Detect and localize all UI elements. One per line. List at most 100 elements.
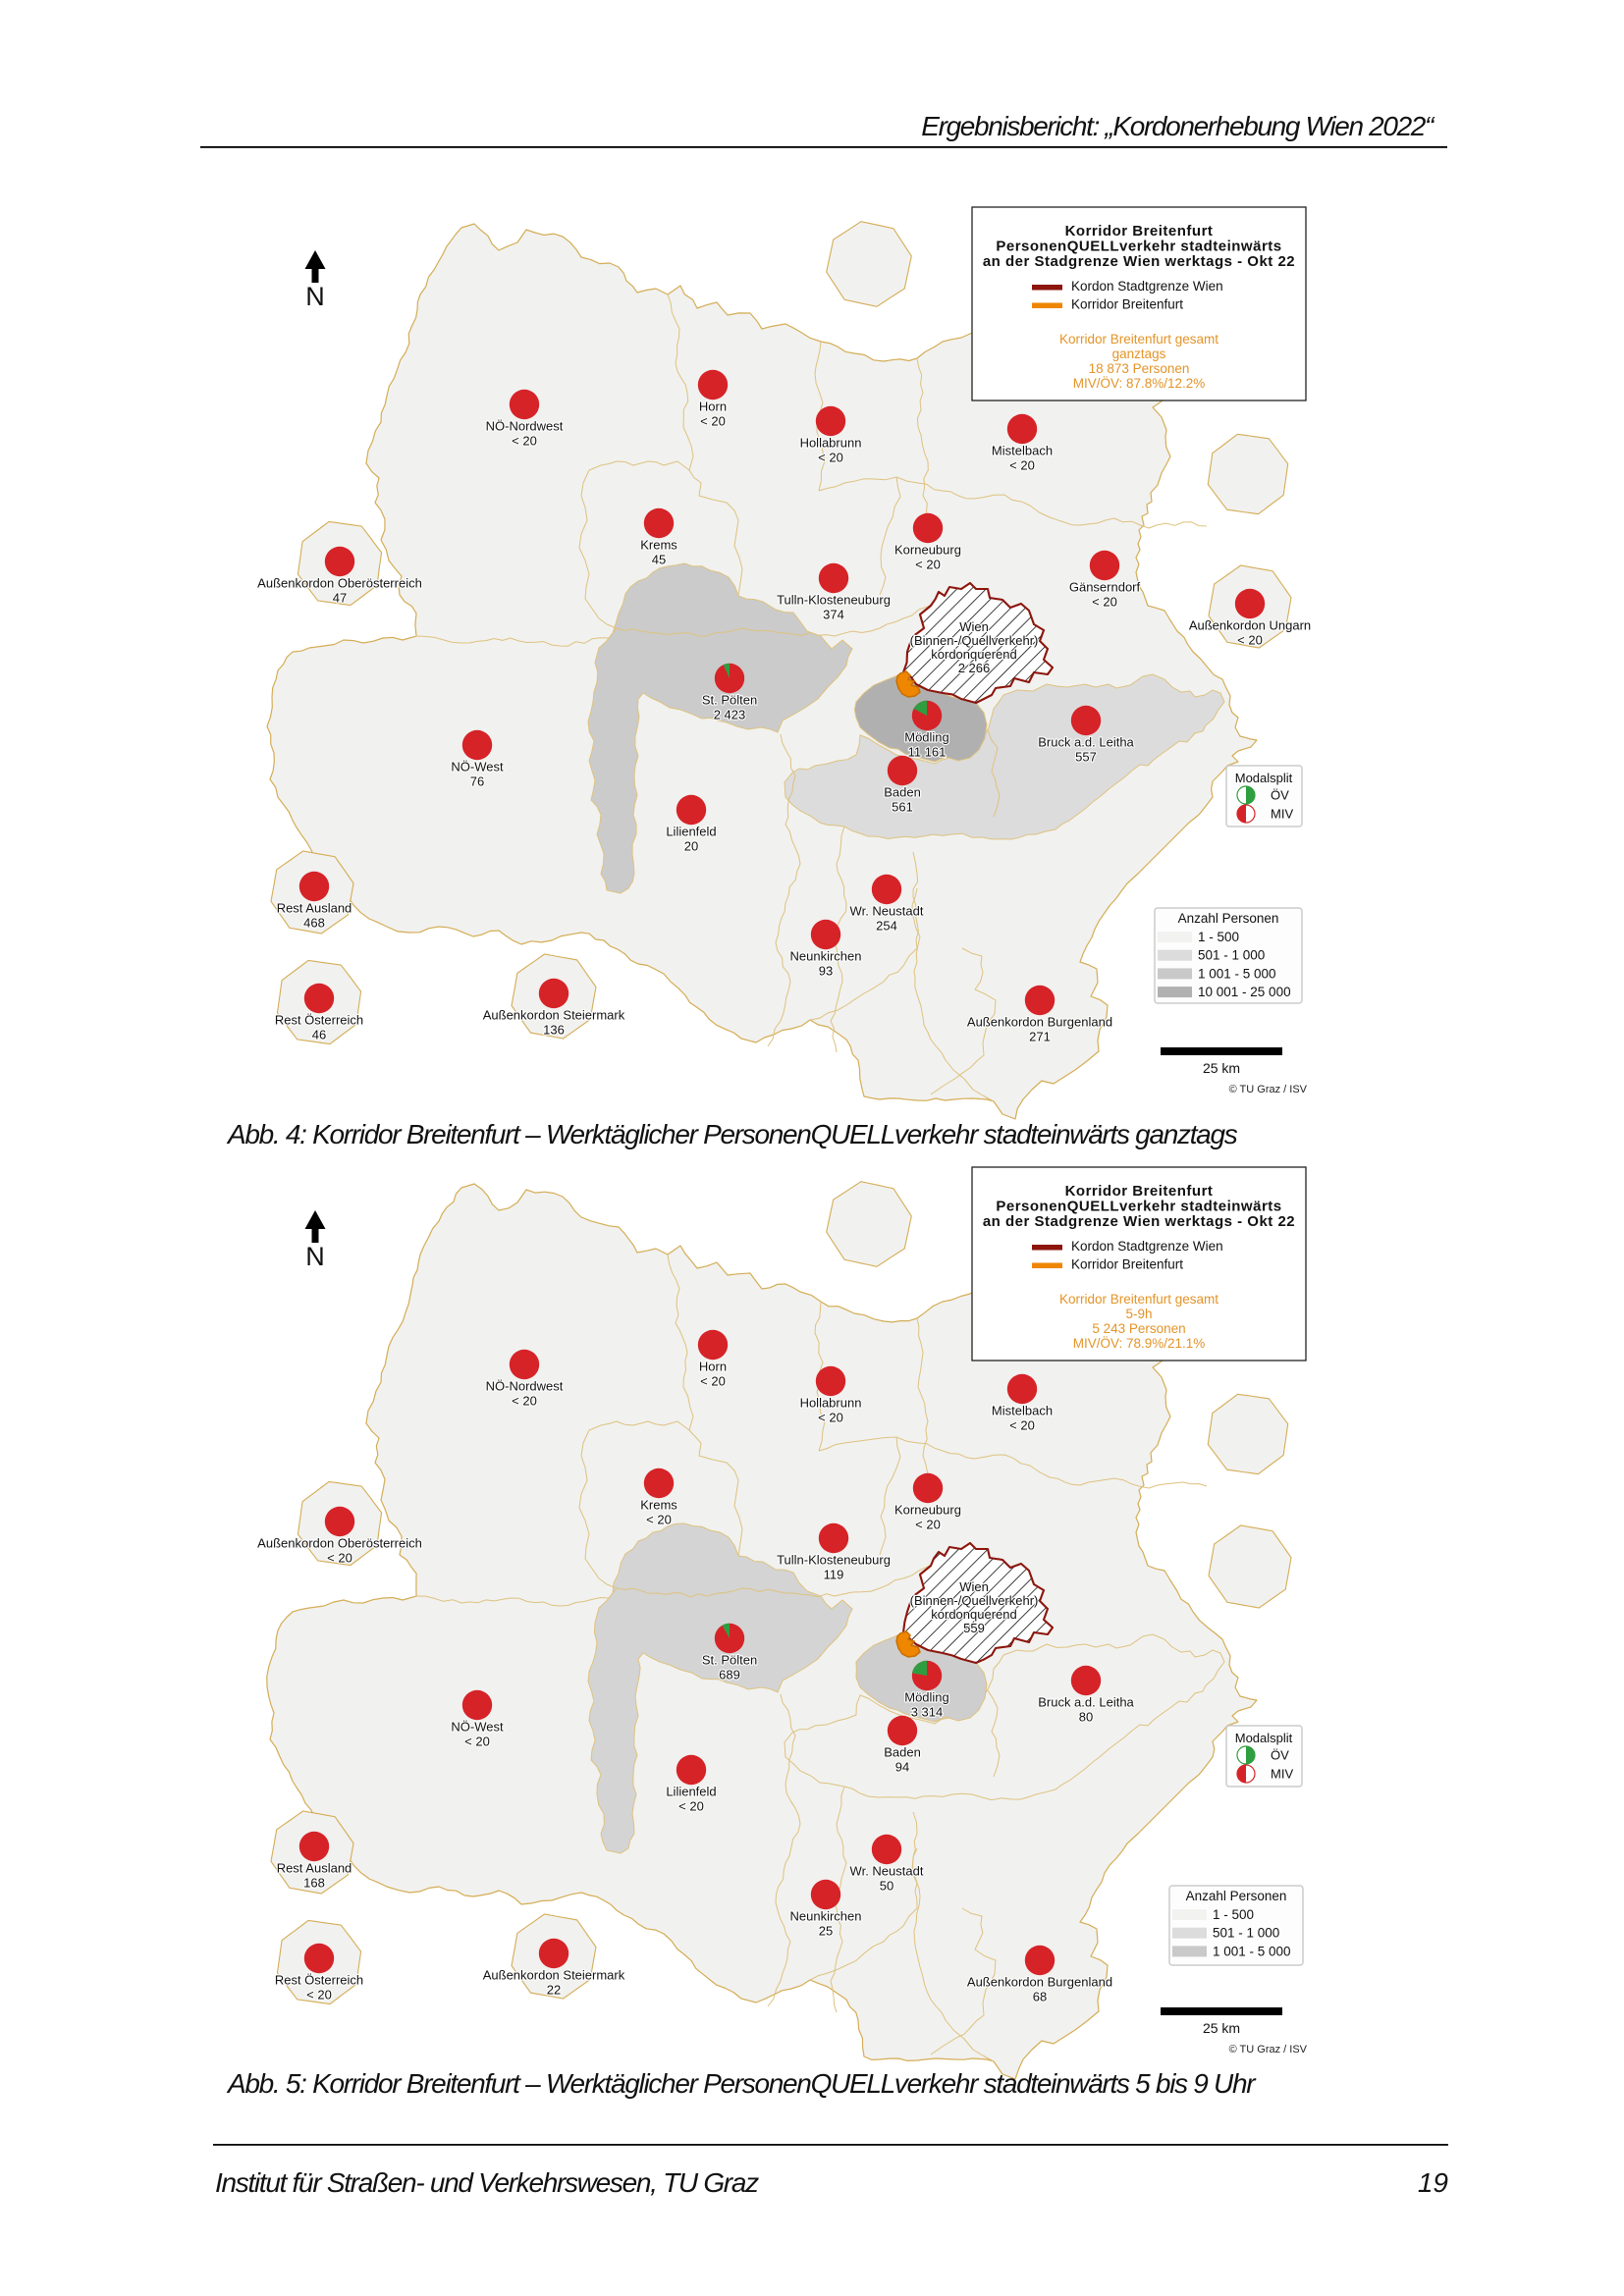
- svg-text:47: 47: [333, 591, 347, 606]
- svg-text:N: N: [305, 1242, 325, 1271]
- svg-text:1 001 - 5 000: 1 001 - 5 000: [1213, 1944, 1291, 1958]
- svg-text:25 km: 25 km: [1203, 1060, 1240, 1076]
- svg-text:1 001 - 5 000: 1 001 - 5 000: [1198, 966, 1276, 981]
- svg-text:Korridor Breitenfurt: Korridor Breitenfurt: [1071, 297, 1183, 312]
- svg-text:271: 271: [1029, 1030, 1051, 1044]
- svg-text:Rest Ausland: Rest Ausland: [277, 901, 352, 916]
- svg-text:< 20: < 20: [700, 414, 726, 429]
- svg-text:Korridor Breitenfurt gesamt: Korridor Breitenfurt gesamt: [1059, 1292, 1218, 1307]
- svg-text:Außenkordon Oberösterreich: Außenkordon Oberösterreich: [257, 576, 422, 591]
- svg-text:Wr. Neustadt: Wr. Neustadt: [850, 904, 924, 919]
- svg-text:94: 94: [895, 1760, 909, 1775]
- svg-text:3 314: 3 314: [911, 1705, 944, 1720]
- svg-text:Lilienfeld: Lilienfeld: [666, 825, 716, 839]
- svg-text:Wien: Wien: [959, 1579, 989, 1594]
- svg-text:Anzahl Personen: Anzahl Personen: [1186, 1889, 1287, 1903]
- svg-text:Korneuburg: Korneuburg: [894, 543, 961, 558]
- svg-text:ganztags: ganztags: [1112, 347, 1166, 361]
- svg-text:5 243 Personen: 5 243 Personen: [1092, 1321, 1185, 1336]
- svg-text:Ergebnisbericht: „Kordonerhebu: Ergebnisbericht: „Kordonerhebung Wien 20…: [921, 111, 1435, 141]
- svg-text:< 20: < 20: [327, 1551, 352, 1566]
- svg-text:< 20: < 20: [818, 1411, 843, 1425]
- svg-text:Neunkirchen: Neunkirchen: [790, 1909, 862, 1924]
- svg-text:© TU Graz / ISV: © TU Graz / ISV: [1229, 2044, 1308, 2056]
- svg-text:374: 374: [823, 608, 844, 622]
- svg-text:76: 76: [470, 774, 484, 789]
- svg-text:< 20: < 20: [915, 1518, 941, 1532]
- svg-text:Tulln-Klosteneuburg: Tulln-Klosteneuburg: [777, 593, 891, 608]
- svg-text:Neunkirchen: Neunkirchen: [790, 949, 862, 964]
- svg-text:NÖ-West: NÖ-West: [451, 760, 504, 774]
- svg-text:< 20: < 20: [818, 451, 843, 465]
- svg-text:2 266: 2 266: [958, 661, 991, 675]
- svg-text:Institut für Straßen- und Verk: Institut für Straßen- und Verkehrswesen,…: [215, 2167, 759, 2198]
- svg-text:NÖ-West: NÖ-West: [451, 1720, 504, 1735]
- svg-text:Korridor Breitenfurt: Korridor Breitenfurt: [1071, 1257, 1183, 1272]
- svg-text:Mistelbach: Mistelbach: [992, 444, 1053, 458]
- svg-text:501 - 1 000: 501 - 1 000: [1213, 1926, 1279, 1941]
- svg-text:2 423: 2 423: [714, 708, 746, 722]
- svg-text:Krems: Krems: [640, 1498, 677, 1513]
- svg-text:N: N: [305, 282, 325, 311]
- svg-text:50: 50: [880, 1879, 893, 1894]
- svg-text:Wien: Wien: [959, 619, 989, 634]
- svg-text:< 20: < 20: [306, 1988, 332, 2002]
- svg-text:< 20: < 20: [1009, 458, 1035, 473]
- svg-text:Korridor Breitenfurt: Korridor Breitenfurt: [1065, 1183, 1214, 1200]
- svg-text:NÖ-Nordwest: NÖ-Nordwest: [486, 1379, 564, 1394]
- svg-text:St. Pölten: St. Pölten: [702, 1653, 757, 1668]
- svg-text:Tulln-Klosteneuburg: Tulln-Klosteneuburg: [777, 1553, 891, 1568]
- svg-text:5-9h: 5-9h: [1125, 1307, 1152, 1321]
- svg-text:Horn: Horn: [699, 400, 727, 414]
- svg-text:Außenkordon Burgenland: Außenkordon Burgenland: [967, 1015, 1112, 1030]
- svg-text:< 20: < 20: [1092, 595, 1117, 610]
- svg-text:< 20: < 20: [700, 1374, 726, 1389]
- svg-text:Anzahl Personen: Anzahl Personen: [1178, 911, 1279, 926]
- svg-text:Hollabrunn: Hollabrunn: [800, 436, 862, 451]
- svg-text:an der Stadgrenze Wien werktag: an der Stadgrenze Wien werktags - Okt 22: [983, 253, 1295, 270]
- svg-text:Außenkordon Steiermark: Außenkordon Steiermark: [483, 1968, 625, 1983]
- svg-text:Außenkordon Burgenland: Außenkordon Burgenland: [967, 1975, 1112, 1990]
- svg-text:1 - 500: 1 - 500: [1213, 1907, 1254, 1922]
- svg-text:kordonquerend: kordonquerend: [931, 647, 1016, 662]
- svg-text:< 20: < 20: [512, 1394, 537, 1409]
- svg-text:Außenkordon Ungarn: Außenkordon Ungarn: [1189, 618, 1311, 633]
- svg-text:(Binnen-/Quellverkehr): (Binnen-/Quellverkehr): [910, 1593, 1039, 1608]
- svg-text:559: 559: [963, 1621, 985, 1635]
- svg-text:18 873 Personen: 18 873 Personen: [1089, 361, 1190, 376]
- svg-text:Lilienfeld: Lilienfeld: [666, 1785, 716, 1799]
- svg-text:PersonenQUELLverkehr stadteinw: PersonenQUELLverkehr stadteinwärts: [996, 1199, 1281, 1215]
- svg-text:MIV: MIV: [1271, 807, 1293, 822]
- svg-text:Gänserndorf: Gänserndorf: [1069, 580, 1141, 595]
- svg-text:80: 80: [1079, 1710, 1093, 1725]
- svg-text:1 - 500: 1 - 500: [1198, 930, 1239, 944]
- svg-text:Korridor Breitenfurt gesamt: Korridor Breitenfurt gesamt: [1059, 332, 1218, 347]
- svg-text:© TU Graz / ISV: © TU Graz / ISV: [1229, 1084, 1308, 1095]
- svg-text:22: 22: [547, 1983, 561, 1998]
- svg-text:93: 93: [819, 964, 833, 979]
- svg-text:Bruck a.d. Leitha: Bruck a.d. Leitha: [1038, 1695, 1134, 1710]
- svg-text:Modalsplit: Modalsplit: [1235, 1731, 1293, 1745]
- svg-text:561: 561: [892, 800, 913, 815]
- svg-text:25 km: 25 km: [1203, 2020, 1240, 2036]
- svg-text:Außenkordon Steiermark: Außenkordon Steiermark: [483, 1008, 625, 1023]
- svg-text:Abb. 5: Korridor Breitenfurt –: Abb. 5: Korridor Breitenfurt – Werktägli…: [226, 2068, 1257, 2099]
- svg-text:MIV: MIV: [1271, 1767, 1293, 1782]
- svg-text:689: 689: [719, 1668, 740, 1682]
- svg-text:Horn: Horn: [699, 1360, 727, 1374]
- svg-text:19: 19: [1418, 2167, 1448, 2198]
- svg-text:25: 25: [819, 1924, 833, 1939]
- svg-text:20: 20: [684, 839, 698, 854]
- svg-text:< 20: < 20: [464, 1735, 490, 1749]
- svg-text:Wr. Neustadt: Wr. Neustadt: [850, 1864, 924, 1879]
- svg-text:Mistelbach: Mistelbach: [992, 1404, 1053, 1418]
- svg-text:< 20: < 20: [512, 434, 537, 449]
- svg-text:ÖV: ÖV: [1271, 788, 1289, 803]
- svg-text:Krems: Krems: [640, 538, 677, 553]
- svg-text:< 20: < 20: [1237, 633, 1263, 648]
- svg-text:PersonenQUELLverkehr stadteinw: PersonenQUELLverkehr stadteinwärts: [996, 239, 1281, 255]
- svg-text:kordonquerend: kordonquerend: [931, 1607, 1016, 1622]
- svg-text:Außenkordon Oberösterreich: Außenkordon Oberösterreich: [257, 1536, 422, 1551]
- svg-text:(Binnen-/Quellverkehr): (Binnen-/Quellverkehr): [910, 633, 1039, 648]
- svg-text:11 161: 11 161: [908, 745, 947, 760]
